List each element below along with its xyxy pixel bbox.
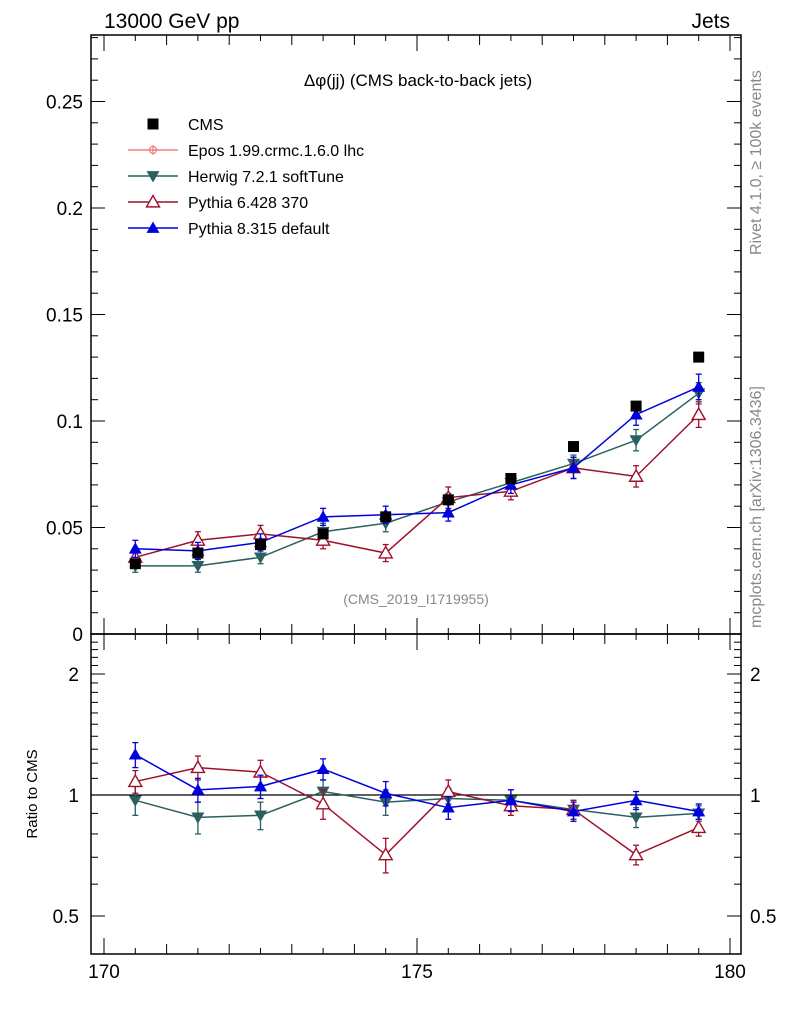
data-point — [693, 351, 705, 363]
ratio-data-point — [254, 779, 267, 792]
legend-label: CMS — [188, 117, 224, 134]
ratio-data-point — [441, 801, 455, 813]
x-tick-label: 180 — [714, 962, 746, 983]
mcplots-label: mcplots.cern.ch [arXiv:1306.3436] — [748, 386, 765, 628]
data-point — [380, 511, 392, 523]
ratio-data-point — [191, 812, 205, 824]
ratio-data-point — [440, 783, 457, 798]
x-tick-label: 175 — [401, 962, 433, 983]
ratio-data-point — [504, 793, 518, 806]
ratio-tick-label-right: 2 — [750, 665, 761, 686]
legend-label: Pythia 8.315 default — [188, 221, 330, 238]
y-tick-label: 0.2 — [57, 199, 83, 220]
series-cms — [129, 351, 705, 570]
header-energy: 13000 GeV pp — [104, 10, 239, 33]
data-point — [630, 400, 642, 412]
ratio-data-point — [127, 773, 144, 788]
ratio-series-line — [134, 754, 699, 813]
ratio-data-point — [567, 804, 580, 817]
rivet-version-label: Rivet 4.1.0, ≥ 100k events — [748, 70, 765, 255]
data-point — [315, 532, 331, 546]
data-point — [254, 552, 267, 564]
legend-marker — [148, 145, 158, 155]
y-tick-label: 0.25 — [46, 93, 83, 114]
series-herwig-7-2-1-softtune — [128, 382, 706, 573]
legend-item: Pythia 8.315 default — [128, 221, 330, 238]
series-pythia-6-428-370 — [127, 401, 707, 565]
legend-item: Epos 1.99.crmc.1.6.0 lhc — [128, 143, 364, 160]
ratio-tick-label: 1 — [68, 786, 79, 807]
data-point — [690, 406, 707, 421]
data-point — [567, 461, 580, 473]
legend-marker — [146, 171, 160, 183]
ratio-series-line — [135, 766, 699, 856]
data-point — [191, 560, 205, 573]
ratio-y-axis-label: Ratio to CMS — [24, 749, 41, 838]
ratio-data-point — [690, 819, 707, 834]
axes-group: 0 0.05 0.1 0.15 0.2 0.25 170 175 180 0.5 0.5 1 1 2 2 — [46, 35, 776, 983]
data-point — [317, 528, 329, 540]
data-point — [568, 441, 579, 453]
ratio-data-point — [316, 762, 330, 774]
data-point — [316, 510, 330, 522]
data-point — [441, 506, 455, 518]
legend-marker — [147, 118, 159, 130]
legend: CMS Epos 1.99.crmc.1.6.0 lhc Herwig 7.2.1 … — [128, 117, 364, 238]
data-point — [192, 547, 204, 559]
legend-item: CMS — [147, 117, 224, 134]
ratio-data-point — [629, 812, 643, 824]
ratio-data-point — [190, 759, 206, 774]
ratio-tick-label: 0.5 — [53, 907, 79, 928]
ratio-data-point — [191, 783, 205, 795]
plot-title: Δφ(jj) (CMS back-to-back jets) — [304, 71, 532, 90]
series-pythia-8-315-default — [128, 373, 706, 561]
y-tick-label: 0.05 — [46, 519, 83, 540]
ratio-data-point — [315, 796, 331, 810]
legend-marker — [145, 194, 161, 208]
header-category: Jets — [691, 10, 730, 33]
legend-label: Epos 1.99.crmc.1.6.0 lhc — [188, 143, 364, 160]
ratio-data-point — [629, 793, 643, 806]
data-point — [377, 545, 394, 559]
y-tick-label: 0 — [72, 625, 83, 646]
x-tick-label: 170 — [88, 962, 120, 983]
data-point — [255, 539, 266, 551]
data-point — [629, 408, 643, 420]
ratio-data-point — [128, 795, 142, 807]
y-tick-label: 0.15 — [46, 306, 83, 327]
ratio-series-herwig-7-2-1-softtune — [128, 779, 706, 835]
ratio-data-point — [692, 804, 706, 817]
series-line — [135, 386, 700, 552]
y-tick-label: 0.1 — [57, 412, 83, 433]
data-point — [129, 558, 141, 570]
data-point — [128, 542, 142, 554]
ratio-tick-label-right: 0.5 — [750, 907, 776, 928]
data-point — [628, 468, 644, 482]
legend-label: Herwig 7.2.1 softTune — [188, 169, 344, 186]
ratio-data-point — [379, 786, 393, 799]
ratio-data-point — [128, 748, 142, 760]
data-point — [629, 435, 643, 447]
series-line — [135, 414, 700, 559]
legend-item: Herwig 7.2.1 softTune — [128, 169, 344, 186]
ratio-series-pythia-6-428-370 — [127, 755, 707, 874]
data-point — [442, 494, 454, 506]
data-point — [505, 473, 517, 485]
ratio-tick-label: 2 — [68, 665, 79, 686]
legend-marker — [146, 221, 160, 233]
data-marks-group — [127, 351, 707, 874]
ratio-data-point — [628, 846, 644, 861]
ratio-data-point — [377, 846, 394, 861]
series-line — [135, 392, 700, 567]
ratio-series-pythia-8-315-default — [128, 741, 706, 822]
ratio-data-point — [254, 810, 267, 822]
data-point — [692, 380, 706, 392]
data-point — [504, 478, 518, 490]
ratio-plot-frame — [90, 633, 742, 955]
ratio-tick-label-right: 1 — [750, 786, 761, 807]
analysis-id-label: (CMS_2019_I1719955) — [343, 591, 489, 607]
legend-label: Pythia 6.428 370 — [188, 195, 308, 212]
legend-item: Pythia 6.428 370 — [128, 194, 308, 212]
